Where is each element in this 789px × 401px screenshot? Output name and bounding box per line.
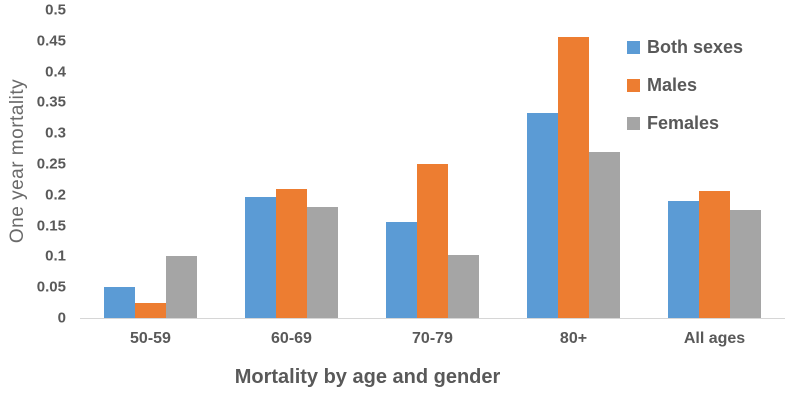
legend-item-males: Males: [627, 66, 743, 104]
bar-group-80-: [503, 10, 644, 318]
bar-females: [730, 210, 761, 318]
legend-label-females: Females: [647, 112, 720, 133]
bar-males: [699, 190, 730, 318]
bar-males: [558, 36, 589, 318]
y-tick-label: 0.25: [36, 155, 66, 173]
x-axis-category-labels: 50-59 60-69 70-79 80+ All ages: [80, 330, 785, 348]
bar-males: [276, 188, 307, 318]
bar-both-sexes: [386, 221, 417, 318]
x-category-label: 50-59: [130, 330, 171, 347]
x-category-label: 70-79: [412, 330, 453, 347]
bar-both-sexes: [668, 200, 699, 318]
bar-females: [448, 254, 479, 318]
y-tick-label: 0.3: [45, 124, 66, 142]
legend-swatch-males: [627, 78, 640, 92]
bar-group-70-79: [362, 10, 503, 318]
bar-group-all-ages: [644, 10, 785, 318]
bar-group-60-69: [221, 10, 362, 318]
chart-legend: Both sexes Males Females: [627, 28, 743, 142]
x-axis-title: Mortality by age and gender: [234, 366, 501, 388]
bar-both-sexes: [104, 287, 135, 318]
bar-females: [166, 256, 197, 318]
bar-females: [307, 207, 338, 318]
bar-group-50-59: [80, 10, 221, 318]
x-category-label: 80+: [559, 330, 588, 347]
legend-item-females: Females: [627, 104, 743, 142]
legend-swatch-both-sexes: [627, 40, 640, 54]
y-tick-label: 0.4: [45, 63, 66, 81]
legend-label-both-sexes: Both sexes: [647, 36, 744, 57]
legend-label-males: Males: [647, 74, 698, 95]
x-category-label: 60-69: [271, 330, 312, 347]
bar-both-sexes: [245, 196, 276, 318]
y-tick-label: 0.35: [36, 93, 66, 111]
bar-both-sexes: [527, 112, 558, 318]
y-tick-label: 0.15: [36, 217, 66, 235]
y-axis-tick-labels: 0 0.05 0.1 0.15 0.2 0.25 0.3 0.35 0.4 0.45 0.5: [0, 3, 66, 326]
y-tick-label: 0.1: [45, 247, 66, 265]
y-tick-label: 0.05: [36, 278, 66, 296]
bar-females: [589, 151, 620, 318]
plot-area: [80, 10, 785, 319]
bar-males: [417, 164, 448, 318]
y-tick-label: 0.45: [36, 32, 66, 50]
x-category-label: All ages: [683, 330, 746, 347]
y-tick-label: 0.2: [45, 186, 66, 204]
bar-males: [135, 302, 166, 318]
legend-swatch-females: [627, 116, 640, 130]
legend-item-both-sexes: Both sexes: [627, 28, 743, 66]
y-tick-label: 0: [57, 309, 66, 327]
y-tick-label: 0.5: [45, 1, 66, 19]
